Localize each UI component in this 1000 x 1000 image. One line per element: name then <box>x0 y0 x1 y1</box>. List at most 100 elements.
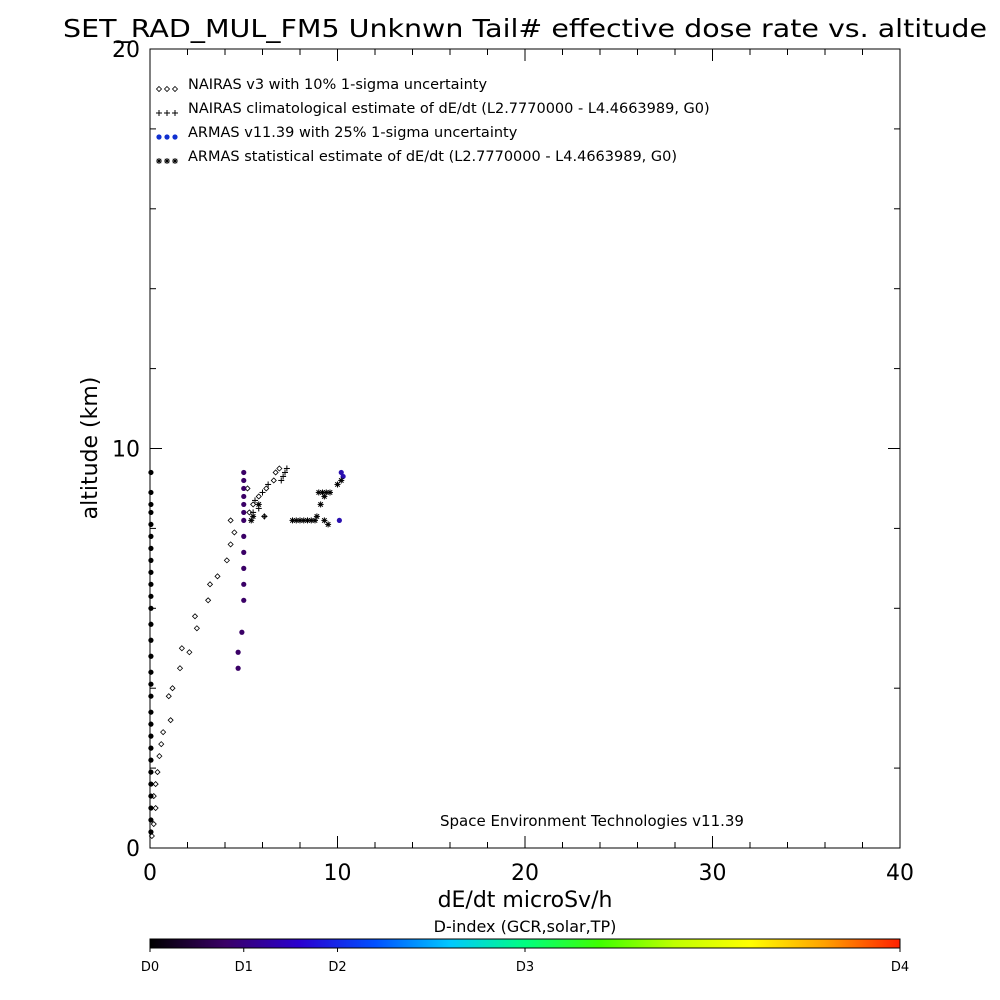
data-point <box>252 497 258 504</box>
data-point <box>241 517 247 524</box>
data-point <box>148 793 154 799</box>
data-point <box>241 533 247 539</box>
series-diamond <box>148 465 283 840</box>
data-point <box>148 781 154 787</box>
data-point <box>248 517 255 524</box>
data-point <box>293 517 300 524</box>
x-tick-label: 20 <box>511 861 539 886</box>
data-point <box>205 597 212 604</box>
data-point <box>148 637 154 643</box>
data-point <box>169 685 176 692</box>
axis-ticks <box>149 48 901 849</box>
series-plus <box>250 465 290 520</box>
x-tick-label: 40 <box>886 861 914 886</box>
series-asterisk <box>248 477 345 528</box>
x-tick-labels: 0 10 20 30 40 <box>143 861 914 886</box>
data-point <box>259 489 266 496</box>
legend-text: ARMAS statistical estimate of dE/dt (L2.… <box>188 149 677 165</box>
data-point <box>278 477 285 484</box>
data-point <box>148 489 154 496</box>
data-point <box>265 481 272 488</box>
data-point <box>152 781 159 788</box>
colorbar <box>149 938 901 949</box>
data-point <box>241 469 247 476</box>
y-tick-labels: 0 10 20 <box>112 38 140 862</box>
data-point <box>276 465 283 472</box>
data-point <box>282 469 288 476</box>
data-point <box>241 477 247 484</box>
data-point <box>206 581 214 588</box>
credit-annotation: Space Environment Technologies v11.39 <box>440 812 744 830</box>
data-point <box>321 517 328 524</box>
data-point <box>261 513 268 520</box>
data-point <box>186 649 193 656</box>
data-point <box>241 549 247 555</box>
data-point <box>148 709 154 715</box>
data-point <box>148 805 154 811</box>
data-point <box>148 817 154 823</box>
y-axis-label: altitude (km) <box>78 377 103 520</box>
data-point <box>246 509 253 516</box>
data-point <box>148 521 154 528</box>
data-point <box>336 517 342 524</box>
data-point <box>263 485 270 492</box>
data-point <box>255 501 262 508</box>
y-tick-label: 0 <box>126 837 140 862</box>
data-point <box>270 477 277 484</box>
data-point <box>255 493 262 500</box>
data-point <box>214 573 221 580</box>
data-point <box>148 469 154 476</box>
data-point <box>148 581 154 587</box>
data-point <box>148 653 154 659</box>
data-point <box>338 469 344 476</box>
data-point <box>167 717 174 724</box>
data-point <box>148 621 154 627</box>
data-point <box>241 501 247 508</box>
data-point <box>148 533 154 539</box>
data-point <box>148 605 154 611</box>
data-point <box>227 541 234 548</box>
data-point <box>241 597 247 603</box>
x-tick-label: 30 <box>699 861 727 886</box>
legend-text: NAIRAS climatological estimate of dE/dt … <box>188 101 710 117</box>
legend-marker <box>155 85 163 93</box>
data-point <box>272 469 279 476</box>
x-tick-label: 0 <box>143 861 157 886</box>
legend-marker <box>163 85 171 93</box>
data-point <box>148 832 155 840</box>
data-point <box>148 569 154 575</box>
legend-marker <box>164 110 170 116</box>
data-point <box>334 481 341 488</box>
data-point <box>317 501 324 508</box>
legend-marker <box>172 110 178 116</box>
data-point <box>148 669 154 675</box>
data-point <box>156 753 163 760</box>
data-point <box>250 501 257 508</box>
data-point <box>241 493 247 500</box>
data-point <box>325 521 332 528</box>
data-point <box>231 529 238 536</box>
x-tick-label: 10 <box>324 861 352 886</box>
data-point <box>241 565 247 571</box>
data-point <box>148 681 154 687</box>
data-point <box>241 581 247 587</box>
data-point <box>148 501 154 508</box>
data-point <box>158 741 165 748</box>
data-point <box>241 509 247 516</box>
data-point <box>148 693 154 699</box>
data-point <box>340 473 346 480</box>
legend-item: ARMAS statistical estimate of dE/dt (L2.… <box>156 149 677 165</box>
data-point <box>313 513 320 520</box>
legend-text: ARMAS v11.39 with 25% 1-sigma uncertaint… <box>188 125 518 141</box>
legend-marker <box>171 85 179 93</box>
legend-marker <box>164 158 170 164</box>
data-point <box>154 769 161 776</box>
data-point <box>241 485 247 492</box>
y-tick-label: 20 <box>112 38 140 63</box>
data-point <box>148 593 154 599</box>
colorbar-tick-label: D0 <box>141 960 159 975</box>
data-point <box>148 509 154 516</box>
y-tick-label: 10 <box>112 438 140 463</box>
data-point <box>327 489 333 496</box>
legend-marker <box>164 134 170 140</box>
